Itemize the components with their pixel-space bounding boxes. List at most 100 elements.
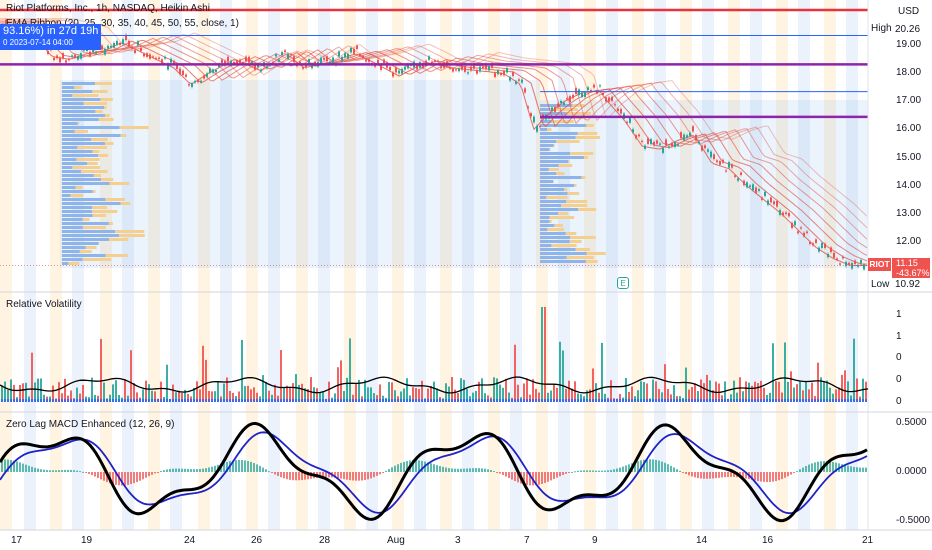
volatility-base-bar bbox=[358, 399, 360, 402]
candle bbox=[401, 68, 403, 74]
volume-profile-bar bbox=[586, 124, 594, 127]
volume-profile-bar bbox=[109, 238, 129, 241]
price-tick-label: 19.00 bbox=[896, 39, 922, 51]
volatility-base-bar bbox=[220, 399, 222, 402]
volatility-bar bbox=[61, 393, 63, 402]
volatility-base-bar bbox=[772, 399, 774, 402]
volatility-bar bbox=[658, 388, 660, 402]
volatility-bar bbox=[217, 381, 219, 402]
candle bbox=[734, 175, 736, 177]
candle bbox=[716, 160, 718, 163]
macd-histogram-bar bbox=[598, 470, 600, 472]
volatility-bar bbox=[484, 393, 486, 402]
volatility-bar bbox=[172, 384, 174, 402]
volatility-bar bbox=[328, 381, 330, 402]
macd-histogram-bar bbox=[856, 467, 858, 472]
volatility-bar bbox=[151, 390, 153, 402]
macd-histogram-bar bbox=[451, 468, 453, 472]
macd-histogram-bar bbox=[706, 472, 708, 479]
volatility-bar bbox=[382, 395, 384, 402]
volatility-bar bbox=[787, 381, 789, 402]
candle bbox=[299, 61, 301, 64]
volatility-base-bar bbox=[73, 399, 75, 402]
volatility-base-bar bbox=[700, 399, 702, 402]
macd-histogram-bar bbox=[826, 461, 828, 472]
volatility-bar bbox=[136, 392, 138, 402]
volatility-bar bbox=[166, 364, 168, 402]
volatility-base-bar bbox=[565, 399, 567, 402]
candle bbox=[728, 162, 730, 168]
volatility-base-bar bbox=[757, 399, 759, 402]
macd-histogram-bar bbox=[253, 463, 255, 472]
ema-ribbon-legend[interactable]: EMA Ribbon (20, 25, 30, 35, 40, 45, 50, … bbox=[6, 18, 239, 29]
volume-profile-bar bbox=[62, 182, 110, 185]
macd-pane-title[interactable]: Zero Lag MACD Enhanced (12, 26, 9) bbox=[6, 419, 175, 430]
candle bbox=[434, 60, 436, 62]
macd-histogram-bar bbox=[754, 472, 756, 481]
macd-histogram-bar bbox=[106, 472, 108, 483]
volatility-base-bar bbox=[4, 399, 6, 402]
candle bbox=[332, 57, 334, 64]
volatility-base-bar bbox=[820, 399, 822, 402]
volatility-bar bbox=[463, 379, 465, 402]
volume-profile-bar bbox=[72, 94, 99, 97]
macd-histogram-bar bbox=[811, 463, 813, 472]
macd-histogram-bar bbox=[604, 470, 606, 472]
macd-histogram-bar bbox=[583, 470, 585, 472]
volatility-base-bar bbox=[331, 399, 333, 402]
volatility-base-bar bbox=[550, 399, 552, 402]
volume-profile-bar bbox=[62, 222, 109, 225]
volume-profile-bar bbox=[62, 110, 96, 113]
volatility-base-bar bbox=[472, 399, 474, 402]
candle bbox=[827, 253, 829, 258]
earnings-icon[interactable]: E bbox=[617, 277, 629, 289]
time-tick-label: 26 bbox=[251, 535, 263, 546]
volatility-bar bbox=[160, 381, 162, 402]
volatility-bar bbox=[430, 385, 432, 402]
volatility-pane-title[interactable]: Relative Volatility bbox=[6, 299, 82, 310]
volatility-base-bar bbox=[85, 399, 87, 402]
candle bbox=[488, 66, 490, 71]
volatility-bar bbox=[109, 394, 111, 402]
candle bbox=[455, 69, 457, 71]
volatility-base-bar bbox=[31, 399, 33, 402]
volume-profile-bar bbox=[115, 230, 145, 233]
macd-histogram-bar bbox=[154, 472, 156, 474]
candle bbox=[785, 212, 787, 215]
volume-profile-bar bbox=[62, 86, 75, 89]
candle bbox=[206, 73, 208, 77]
volatility-bar bbox=[817, 362, 819, 402]
volume-profile-bar bbox=[82, 258, 112, 261]
volume-profile-bar bbox=[95, 110, 103, 113]
symbol-legend[interactable]: Riot Platforms, Inc., 1h, NASDAQ, Heikin… bbox=[6, 3, 210, 14]
macd-histogram-bar bbox=[76, 470, 78, 472]
time-tick-label: 19 bbox=[81, 535, 93, 546]
volume-profile-bar bbox=[578, 208, 597, 211]
ema-ribbon-line bbox=[0, 19, 868, 229]
macd-histogram-bar bbox=[658, 460, 660, 472]
volatility-base-bar bbox=[25, 399, 27, 402]
macd-histogram-bar bbox=[427, 462, 429, 472]
candle bbox=[353, 48, 355, 54]
volatility-base-bar bbox=[610, 399, 612, 402]
macd-histogram-bar bbox=[721, 472, 723, 478]
volatility-bar bbox=[565, 388, 567, 402]
macd-histogram-bar bbox=[289, 472, 291, 480]
candle bbox=[341, 56, 343, 62]
volume-profile-bar bbox=[575, 136, 601, 139]
volatility-base-bar bbox=[133, 399, 135, 402]
volatility-base-bar bbox=[208, 399, 210, 402]
volatility-base-bar bbox=[589, 399, 591, 402]
volatility-base-bar bbox=[280, 399, 282, 402]
volatility-base-bar bbox=[568, 399, 570, 402]
macd-histogram-bar bbox=[208, 467, 210, 472]
volume-profile-bar bbox=[551, 244, 577, 247]
volatility-base-bar bbox=[586, 399, 588, 402]
candle bbox=[536, 125, 538, 132]
macd-histogram-bar bbox=[622, 466, 624, 472]
volatility-bar bbox=[661, 392, 663, 402]
candle bbox=[125, 34, 127, 41]
measure-badge: 93.16%) in 27d 19h 0 2023-07-14 04:00 bbox=[0, 24, 102, 50]
volatility-bar bbox=[244, 386, 246, 402]
